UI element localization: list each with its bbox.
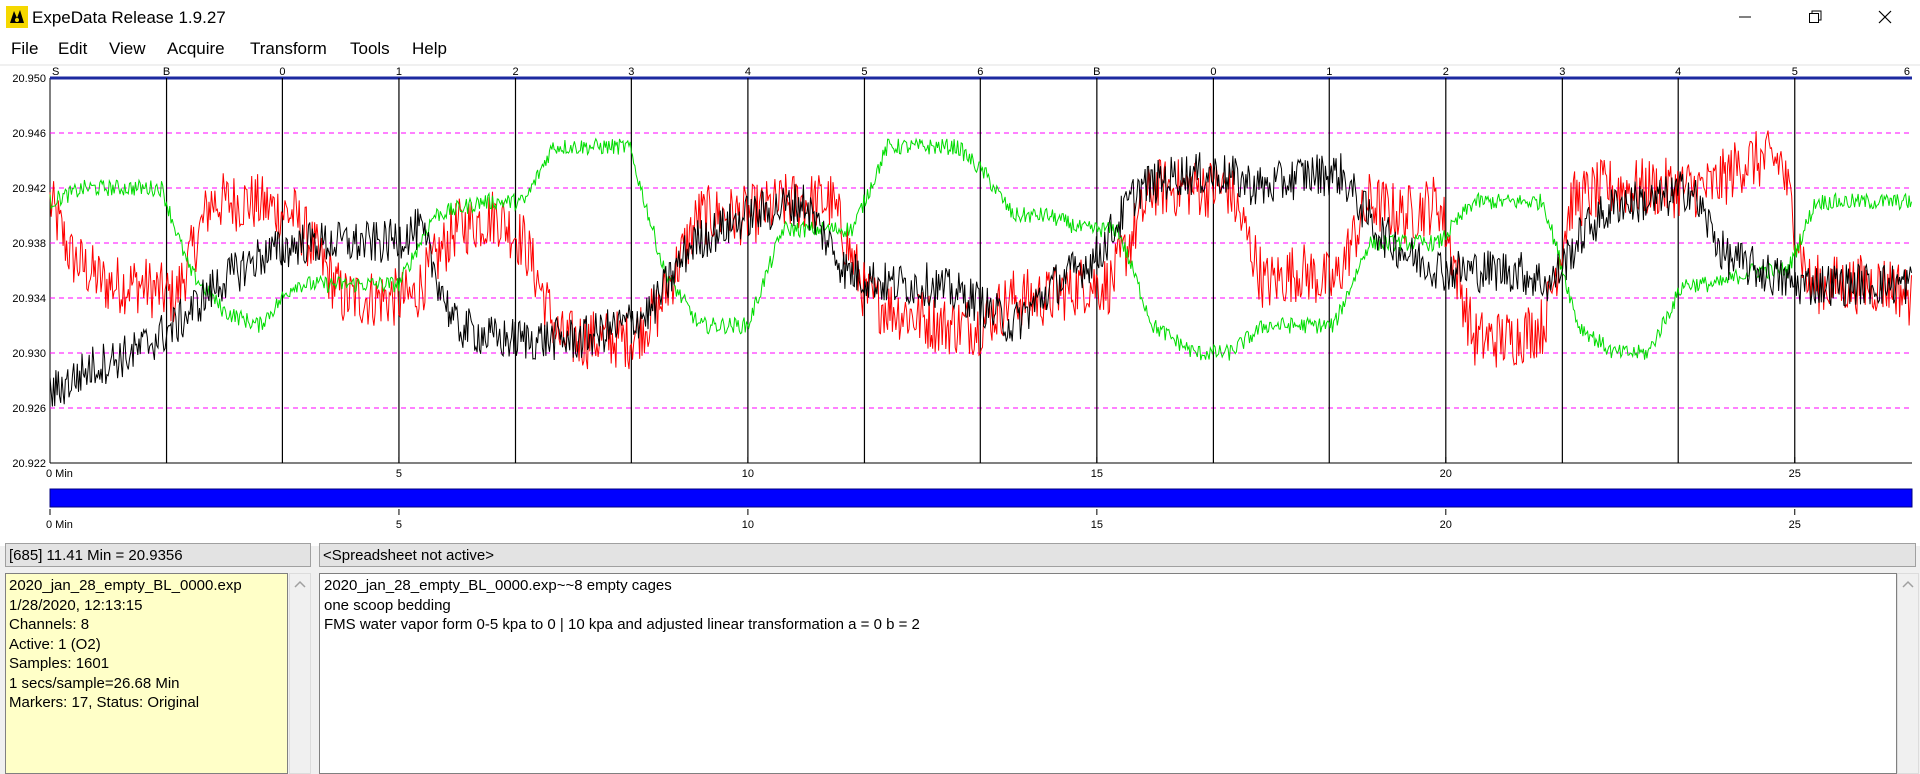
- file-info-line: 2020_jan_28_empty_BL_0000.exp: [9, 577, 242, 594]
- marker-label: 6: [1904, 66, 1910, 78]
- y-tick-label: 20.926: [12, 403, 46, 415]
- marker-label: 1: [1326, 66, 1332, 78]
- x-tick-label: 20: [1440, 468, 1452, 480]
- overview-tick-label: 25: [1789, 519, 1801, 531]
- x-tick-label: 0 Min: [46, 468, 73, 480]
- close-button[interactable]: [1850, 0, 1920, 34]
- menu-help[interactable]: Help: [412, 39, 447, 58]
- file-info-line: Markers: 17, Status: Original: [9, 694, 200, 711]
- spreadsheet-status: <Spreadsheet not active>: [319, 543, 1916, 567]
- file-info-scrollbar[interactable]: [289, 573, 311, 774]
- notes-line: FMS water vapor form 0-5 kpa to 0 | 10 k…: [324, 616, 920, 633]
- title-bar: ExpeData Release 1.9.27: [0, 0, 1920, 34]
- minimize-button[interactable]: [1710, 0, 1780, 34]
- menu-view[interactable]: View: [109, 39, 146, 58]
- marker-label: 2: [512, 66, 518, 78]
- notes-line: one scoop bedding: [324, 596, 451, 614]
- marker-label: B: [1093, 66, 1100, 78]
- menu-transform[interactable]: Transform: [250, 39, 327, 58]
- menu-edit[interactable]: Edit: [58, 39, 88, 58]
- scroll-up-icon[interactable]: [1898, 574, 1918, 594]
- file-info-panel: 2020_jan_28_empty_BL_0000.exp 1/28/2020,…: [5, 573, 288, 774]
- cursor-readout: [685] 11.41 Min = 20.9356: [5, 543, 311, 567]
- y-tick-label: 20.934: [12, 293, 46, 305]
- y-tick-label: 20.922: [12, 458, 46, 470]
- window-title: ExpeData Release 1.9.27: [32, 8, 226, 27]
- series-line: [49, 137, 1912, 361]
- file-info-line: 1/28/2020, 12:13:15: [9, 596, 143, 614]
- y-tick-label: 20.942: [12, 183, 46, 195]
- menu-bar: File Edit View Acquire Transform Tools H…: [0, 34, 1920, 64]
- plot-area[interactable]: 20.950 20.946 20.942 20.938 20.934 20.930 20.9…: [0, 66, 1920, 546]
- restore-icon: [1809, 10, 1822, 23]
- marker-label: 5: [861, 66, 867, 78]
- minimize-icon: [1739, 16, 1751, 18]
- overview-tick-label: 20: [1440, 519, 1452, 531]
- notes-editor[interactable]: 2020_jan_28_empty_BL_0000.exp~~8 empty c…: [319, 573, 1897, 774]
- overview-tick-label: 10: [742, 519, 754, 531]
- overview-tick-label: 15: [1091, 519, 1103, 531]
- scroll-up-icon[interactable]: [290, 574, 310, 594]
- marker-label: 6: [977, 66, 983, 78]
- x-tick-label: 10: [742, 468, 754, 480]
- x-tick-label: 15: [1091, 468, 1103, 480]
- series-line: [49, 130, 1912, 370]
- marker-label: 1: [396, 66, 402, 78]
- app-emblem-icon[interactable]: [6, 6, 28, 28]
- file-info-line: Samples: 1601: [9, 655, 110, 672]
- restore-button[interactable]: [1780, 0, 1850, 34]
- x-tick-label: 25: [1789, 468, 1801, 480]
- notes-line: 2020_jan_28_empty_BL_0000.exp~~8 empty c…: [324, 577, 672, 594]
- marker-label: S: [52, 66, 59, 78]
- marker-label: 3: [1559, 66, 1565, 78]
- y-tick-label: 20.930: [12, 348, 46, 360]
- y-tick-label: 20.938: [12, 238, 46, 250]
- marker-label: 5: [1792, 66, 1798, 78]
- file-info-line: Channels: 8: [9, 616, 90, 633]
- marker-label: 2: [1443, 66, 1449, 78]
- overview-bar: [49, 488, 1913, 508]
- marker-label: 0: [279, 66, 285, 78]
- marker-label: 3: [628, 66, 634, 78]
- overview-tick-label: 5: [396, 519, 402, 531]
- file-info-line: 1 secs/sample=26.68 Min: [9, 674, 180, 692]
- x-tick-label: 5: [396, 468, 402, 480]
- marker-label: 0: [1210, 66, 1216, 78]
- data-chart[interactable]: 20.950 20.946 20.942 20.938 20.934 20.930 20.9…: [0, 66, 1920, 546]
- marker-label: 4: [745, 66, 751, 78]
- overview-tick-label: 0 Min: [46, 519, 73, 531]
- notes-scrollbar[interactable]: [1897, 573, 1919, 774]
- marker-label: B: [163, 66, 170, 78]
- marker-label: 4: [1675, 66, 1681, 78]
- menu-file[interactable]: File: [11, 39, 39, 58]
- file-info-line: Active: 1 (O2): [9, 635, 101, 653]
- close-icon: [1878, 10, 1892, 24]
- menu-acquire[interactable]: Acquire: [167, 39, 225, 58]
- y-tick-label: 20.950: [12, 73, 46, 85]
- menu-tools[interactable]: Tools: [350, 39, 390, 58]
- y-tick-label: 20.946: [12, 128, 46, 140]
- series-line: [49, 152, 1912, 407]
